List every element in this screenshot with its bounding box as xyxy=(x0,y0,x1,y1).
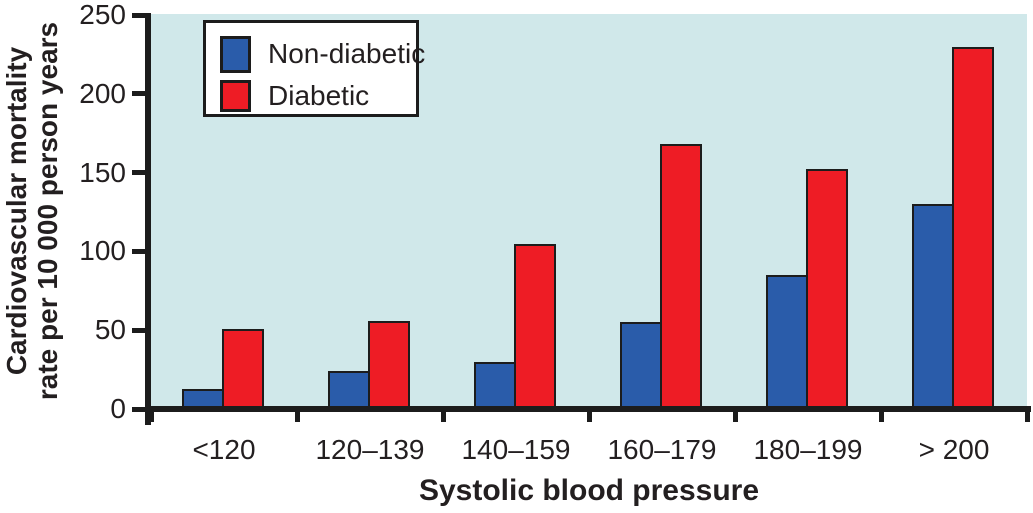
y-axis-title-line2: rate per 10 000 person years xyxy=(32,21,63,401)
legend-item-diabetic: Diabetic xyxy=(220,78,369,114)
x-tick xyxy=(440,406,446,422)
y-tick xyxy=(132,91,147,97)
y-tick-label: 50 xyxy=(94,314,126,346)
y-tick xyxy=(132,12,147,18)
legend-item-non-diabetic: Non-diabetic xyxy=(220,34,425,74)
bar-non-diabetic xyxy=(328,371,370,409)
y-tick-label: 150 xyxy=(79,156,126,188)
bar-diabetic xyxy=(513,243,556,409)
y-tick xyxy=(132,406,147,412)
bar-non-diabetic xyxy=(766,275,808,409)
legend: Non-diabetic Diabetic xyxy=(203,20,425,117)
y-tick xyxy=(132,170,147,176)
x-tick xyxy=(586,406,592,422)
bar-diabetic xyxy=(367,320,410,409)
bar-diabetic xyxy=(805,169,848,409)
y-axis-line xyxy=(145,13,151,425)
bar-diabetic xyxy=(951,46,994,409)
bar-non-diabetic xyxy=(912,204,954,409)
x-category-label: 160–179 xyxy=(607,434,717,465)
x-tick xyxy=(148,406,154,422)
x-axis-title: Systolic blood pressure xyxy=(418,474,760,507)
y-tick-label: 0 xyxy=(110,393,126,424)
x-tick xyxy=(1024,406,1030,422)
x-category-label: 120–139 xyxy=(315,434,425,465)
y-tick-label: 100 xyxy=(79,235,126,267)
x-tick xyxy=(732,406,738,422)
bar-non-diabetic xyxy=(620,322,662,409)
y-axis-title-line1: Cardiovascular mortality xyxy=(1,46,32,376)
bar-non-diabetic xyxy=(474,361,516,409)
y-tick xyxy=(132,327,147,333)
y-tick xyxy=(132,248,147,254)
legend-swatch-diabetic xyxy=(220,80,251,112)
x-category-label: 180–199 xyxy=(753,434,863,465)
x-tick xyxy=(294,406,300,422)
x-tick xyxy=(878,406,884,422)
bar-diabetic xyxy=(659,144,702,409)
legend-label-non-diabetic: Non-diabetic xyxy=(268,38,426,69)
x-category-label: > 200 xyxy=(918,434,990,465)
y-tick-label: 200 xyxy=(79,77,126,109)
y-tick-label: 250 xyxy=(79,0,126,30)
bar-diabetic xyxy=(221,328,264,409)
y-axis-title: Cardiovascular mortality rate per 10 000… xyxy=(1,1,63,421)
legend-label-diabetic: Diabetic xyxy=(268,80,370,111)
legend-swatch-non-diabetic xyxy=(220,35,251,73)
x-category-label: <120 xyxy=(192,434,256,465)
x-category-label: 140–159 xyxy=(461,434,571,465)
